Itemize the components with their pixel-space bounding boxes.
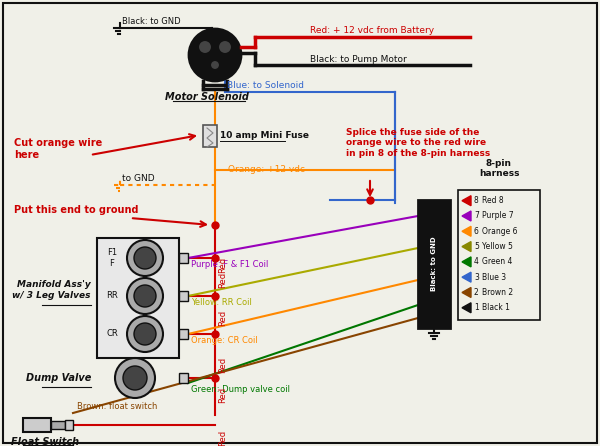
Bar [418,200,450,328]
Text: 1: 1 [474,303,479,312]
Text: Orange: CR Coil: Orange: CR Coil [191,336,258,345]
Text: RR: RR [106,292,118,301]
Text: Purple: F & F1 Coil: Purple: F & F1 Coil [191,260,268,269]
Text: 8: 8 [474,196,479,205]
Circle shape [218,40,232,54]
Bar [23,418,51,432]
Text: F1
F: F1 F [107,248,117,268]
Circle shape [127,316,163,352]
Text: Float Switch: Float Switch [11,437,79,446]
Text: Put this end to ground: Put this end to ground [14,205,139,215]
Text: Red: + 12 vdc from Battery: Red: + 12 vdc from Battery [310,26,434,35]
Bar [179,291,188,301]
Text: Green 4: Green 4 [482,257,512,266]
Circle shape [134,323,156,345]
Text: Motor Solenoid: Motor Solenoid [165,92,249,102]
Polygon shape [462,288,471,297]
Text: Black 1: Black 1 [482,303,510,312]
Text: Dump Valve: Dump Valve [26,373,91,383]
Text: Red: Red [218,272,227,288]
Polygon shape [462,242,471,252]
Text: 4: 4 [474,257,479,266]
Text: 5: 5 [474,242,479,251]
Polygon shape [462,272,471,282]
Bar [458,190,540,320]
Text: Yellow: RR Coil: Yellow: RR Coil [191,298,252,307]
Text: Black: to Pump Motor: Black: to Pump Motor [310,55,407,64]
Circle shape [134,247,156,269]
Text: Brown: float switch: Brown: float switch [77,402,157,411]
Circle shape [210,60,220,70]
Text: Red 8: Red 8 [482,196,503,205]
Text: CR: CR [106,330,118,339]
Circle shape [189,29,241,81]
Text: Black: to GND: Black: to GND [431,237,437,291]
Circle shape [123,366,147,390]
Text: Brown 2: Brown 2 [482,288,513,297]
Text: Black: to GND: Black: to GND [122,17,181,26]
Text: 8-pin
harness: 8-pin harness [479,159,519,178]
Text: to GND: to GND [122,174,155,183]
Text: 3: 3 [474,273,479,282]
Circle shape [127,240,163,276]
Text: 6: 6 [474,227,479,236]
Text: Red: Red [218,310,227,326]
Bar [179,329,188,339]
Polygon shape [462,303,471,313]
Text: Yellow 5: Yellow 5 [482,242,513,251]
Bar [203,125,217,147]
Text: Red: Red [218,257,227,273]
Text: Orange: +12 vdc: Orange: +12 vdc [228,165,305,174]
Polygon shape [462,196,471,206]
Text: 10 amp Mini Fuse: 10 amp Mini Fuse [220,132,309,140]
Text: 7: 7 [474,211,479,220]
Text: Blue 3: Blue 3 [482,273,506,282]
Text: Blue: to Solenoid: Blue: to Solenoid [227,81,304,90]
Text: Red: Red [218,387,227,403]
Circle shape [127,278,163,314]
Bar [97,238,179,358]
Circle shape [134,285,156,307]
Circle shape [115,358,155,398]
Polygon shape [462,226,471,236]
Bar [51,421,65,429]
Text: Red: Red [218,357,227,373]
Text: Manifold Ass'y
w/ 3 Leg Valves: Manifold Ass'y w/ 3 Leg Valves [13,280,91,300]
Bar [179,373,188,383]
Polygon shape [462,211,471,221]
Text: 2: 2 [474,288,479,297]
Text: Cut orange wire
here: Cut orange wire here [14,138,102,160]
Text: Orange 6: Orange 6 [482,227,517,236]
Text: Green: Dump valve coil: Green: Dump valve coil [191,385,290,394]
Text: Splice the fuse side of the
orange wire to the red wire
in pin 8 of the 8-pin ha: Splice the fuse side of the orange wire … [346,128,490,158]
Text: Purple 7: Purple 7 [482,211,514,220]
Text: Red: Red [218,430,227,446]
Bar [65,420,73,430]
Circle shape [198,40,212,54]
Polygon shape [462,257,471,267]
Bar [179,253,188,263]
